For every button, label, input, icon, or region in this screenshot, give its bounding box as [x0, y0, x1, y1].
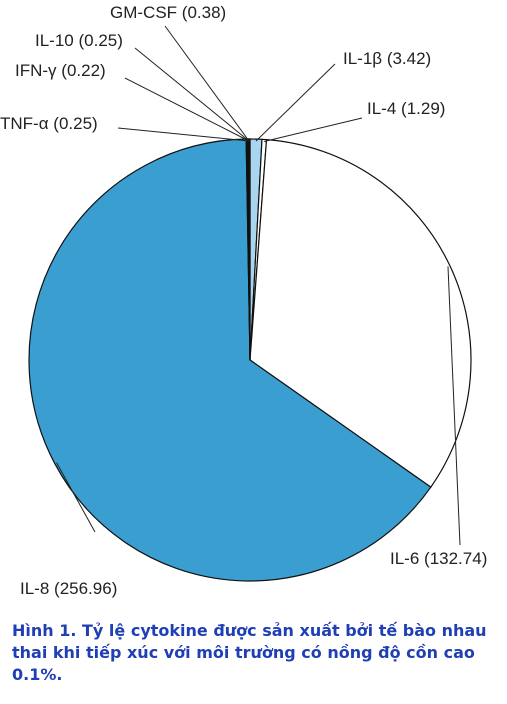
slice-name: IL-10: [35, 31, 74, 50]
pie-slice: [28, 138, 432, 582]
caption: Hình 1. Tỷ lệ cytokine được sản xuất bởi…: [12, 621, 487, 684]
leader-line: [124, 77, 250, 142]
slice-name: GM-CSF: [110, 3, 177, 22]
slice-value: (0.22): [61, 61, 105, 80]
slice-label: IL-1β (3.42): [343, 49, 431, 68]
leader-line: [447, 266, 461, 546]
slice-label: IFN-γ (0.22): [15, 61, 106, 80]
slice-label: IL-10 (0.25): [35, 31, 123, 50]
slice-name: IFN-γ: [15, 61, 57, 80]
leader-line: [164, 25, 250, 142]
slice-value: (3.42): [387, 49, 431, 68]
slice-name: IL-4: [367, 99, 396, 118]
leader-line: [255, 63, 336, 142]
slice-value: (1.29): [401, 99, 445, 118]
slice-value: (0.25): [53, 114, 97, 133]
leader-line: [134, 47, 250, 142]
slice-name: TNF-α: [0, 114, 49, 133]
pie-slice: [248, 138, 251, 361]
leader-line: [56, 462, 96, 533]
slice-value: (0.38): [182, 3, 226, 22]
leader-line: [117, 127, 250, 142]
slice-value: (256.96): [54, 579, 117, 598]
leader-line: [264, 117, 363, 142]
slice-value: (0.25): [78, 31, 122, 50]
slice-label: IL-4 (1.29): [367, 99, 445, 118]
slice-label: TNF-α (0.25): [0, 114, 98, 133]
slice-name: IL-6: [390, 549, 419, 568]
slice-name: IL-1β: [343, 49, 382, 68]
slice-label: GM-CSF (0.38): [110, 3, 226, 22]
slice-value: (132.74): [424, 549, 487, 568]
slice-name: IL-8: [20, 579, 49, 598]
slice-label: IL-6 (132.74): [390, 549, 487, 568]
slice-label: IL-8 (256.96): [20, 579, 117, 598]
chart: IL-1β (3.42) IL-4 (1.29) IL-6 (132.74) IL-8…: [0, 3, 487, 598]
pie-slice: [249, 138, 472, 488]
